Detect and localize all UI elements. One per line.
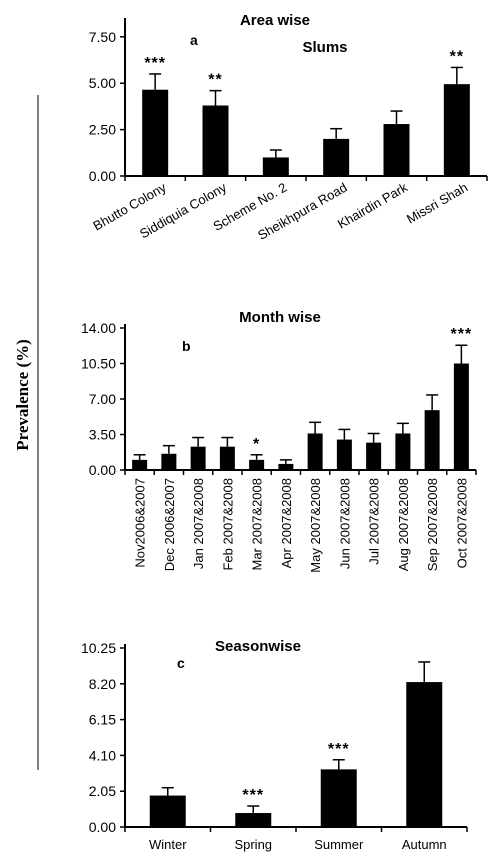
y-tick-label: 2.05 — [89, 783, 116, 799]
bar — [278, 463, 294, 470]
y-tick-label: 5.00 — [89, 75, 116, 91]
x-category-label: Summer — [314, 837, 364, 852]
x-category-label: Sep 2007&2008 — [425, 478, 440, 571]
significance-marker: *** — [451, 326, 473, 343]
x-category-label: Autumn — [402, 837, 447, 852]
y-tick-label: 8.20 — [89, 676, 116, 692]
bar — [262, 157, 289, 176]
x-category-label: Spring — [234, 837, 272, 852]
x-category-label: Feb 2007&2008 — [220, 478, 235, 571]
bar — [453, 363, 469, 470]
x-category-label: Winter — [149, 837, 187, 852]
x-category-label: Dec 2006&2007 — [162, 478, 177, 571]
x-category-label: Jul 2007&2008 — [367, 478, 382, 565]
bar — [383, 124, 410, 176]
chart-panel-2: Month wiseb0.003.507.0010.5014.00****Nov… — [81, 309, 477, 573]
chart-title: Area wise — [240, 12, 310, 29]
y-axis-label-group: Prevalence (%) — [13, 95, 39, 770]
y-tick-label: 2.50 — [89, 122, 116, 138]
x-category-label: Apr 2007&2008 — [279, 478, 294, 568]
bar — [320, 769, 357, 827]
panel-letter: b — [182, 338, 191, 354]
bar — [366, 442, 382, 470]
panel-letter: a — [190, 32, 198, 48]
bar — [149, 795, 186, 827]
significance-marker: * — [253, 436, 260, 453]
y-tick-label: 7.50 — [89, 29, 116, 45]
bar — [323, 138, 350, 176]
y-tick-label: 0.00 — [89, 462, 116, 478]
chart-subtitle: Slums — [302, 39, 347, 56]
x-category-label: Aug 2007&2008 — [396, 478, 411, 571]
significance-marker: ** — [208, 72, 222, 89]
y-tick-label: 3.50 — [89, 427, 116, 443]
bar — [424, 410, 440, 470]
y-axis-label: Prevalence (%) — [13, 339, 32, 451]
bar — [190, 446, 206, 470]
chart-title: Seasonwise — [215, 638, 301, 655]
y-tick-label: 7.00 — [89, 391, 116, 407]
y-tick-label: 4.10 — [89, 747, 116, 763]
y-tick-label: 14.00 — [81, 320, 116, 336]
x-category-label: Nov2006&2007 — [133, 478, 148, 568]
significance-marker: ** — [450, 48, 464, 65]
y-tick-label: 0.00 — [89, 168, 116, 184]
bar — [307, 433, 323, 470]
x-category-label: Jun 2007&2008 — [337, 478, 352, 569]
bar — [443, 84, 470, 176]
bar — [142, 89, 169, 176]
chart-panel-3: Seasonwise c 0.00 2.05 4.10 6.15 8.20 10.25 *** *… — [81, 638, 468, 852]
significance-marker: *** — [144, 55, 166, 72]
panel-letter: c — [177, 655, 185, 671]
bar — [406, 682, 443, 827]
bar — [336, 439, 352, 470]
significance-marker: *** — [328, 741, 350, 758]
bar — [161, 453, 177, 470]
chart-title: Month wise — [239, 309, 321, 326]
bar — [202, 105, 229, 176]
y-tick-label: 0.00 — [89, 819, 116, 835]
significance-marker: *** — [242, 787, 264, 804]
bar — [249, 459, 265, 470]
x-category-label: Mar 2007&2008 — [250, 478, 265, 571]
chart-panel-1: Area wiseSlumsa0.002.505.007.50*******Bh… — [89, 12, 488, 243]
x-category-label: Missri Shah — [404, 180, 470, 227]
x-category-label: May 2007&2008 — [308, 478, 323, 573]
bar — [132, 459, 148, 470]
y-tick-label: 6.15 — [89, 712, 116, 728]
bar — [235, 813, 272, 827]
bar — [395, 433, 411, 470]
bar — [219, 446, 235, 470]
y-tick-label: 10.25 — [81, 640, 116, 656]
x-category-label: Jan 2007&2008 — [191, 478, 206, 569]
y-tick-label: 10.50 — [81, 356, 116, 372]
x-category-label: Oct 2007&2008 — [454, 478, 469, 568]
